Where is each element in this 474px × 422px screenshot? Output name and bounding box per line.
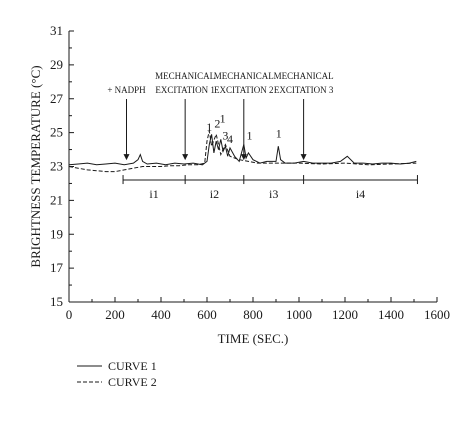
event-marker-label: EXCITATION 2	[214, 85, 274, 95]
peak-label: 1	[247, 128, 253, 142]
x-tick-label: 600	[197, 307, 217, 322]
series-line-2	[68, 130, 417, 173]
legend-label: CURVE 2	[108, 375, 157, 389]
peak-label: 3	[222, 128, 228, 142]
event-marker-label: EXCITATION 3	[274, 85, 334, 95]
x-tick-label: 1400	[378, 307, 404, 322]
interval-label: i1	[149, 187, 158, 201]
interval-label: i3	[269, 187, 278, 201]
interval-label: i2	[210, 187, 219, 201]
y-tick-label: 19	[50, 226, 63, 241]
event-marker-label: MECHANICAL	[274, 71, 334, 81]
event-marker-arrowhead	[123, 154, 130, 161]
y-tick-label: 23	[50, 159, 63, 174]
peak-label: 1	[220, 111, 226, 125]
event-marker-label: MECHANICAL	[155, 71, 215, 81]
event-marker-arrowhead	[182, 154, 189, 161]
event-marker-label: MECHANICAL	[214, 71, 274, 81]
y-tick-label: 21	[50, 192, 63, 207]
interval-label: i4	[356, 187, 365, 201]
x-tick-label: 0	[66, 307, 73, 322]
y-tick-label: 27	[50, 91, 64, 106]
peak-label: 1	[206, 120, 212, 134]
y-tick-label: 25	[50, 125, 63, 140]
event-marker-label: EXCITATION 1	[155, 85, 215, 95]
legend-label: CURVE 1	[108, 359, 157, 373]
peak-label: 1	[276, 127, 282, 141]
x-tick-label: 1000	[286, 307, 312, 322]
y-tick-label: 15	[50, 294, 63, 309]
y-tick-label: 29	[50, 57, 63, 72]
y-tick-label: 31	[50, 23, 63, 38]
event-marker-label: + NADPH	[107, 85, 146, 95]
y-axis-title: BRIGHTNESS TEMPERATURE (°C)	[28, 65, 43, 267]
peak-label: 2	[214, 117, 220, 131]
x-axis-title: TIME (SEC.)	[218, 331, 289, 346]
event-marker-arrowhead	[300, 154, 307, 161]
x-tick-label: 800	[243, 307, 263, 322]
x-tick-label: 200	[105, 307, 125, 322]
peak-label: 4	[227, 132, 233, 146]
y-tick-label: 17	[50, 260, 64, 275]
x-tick-label: 1600	[424, 307, 450, 322]
x-tick-label: 1200	[332, 307, 358, 322]
x-tick-label: 400	[151, 307, 171, 322]
